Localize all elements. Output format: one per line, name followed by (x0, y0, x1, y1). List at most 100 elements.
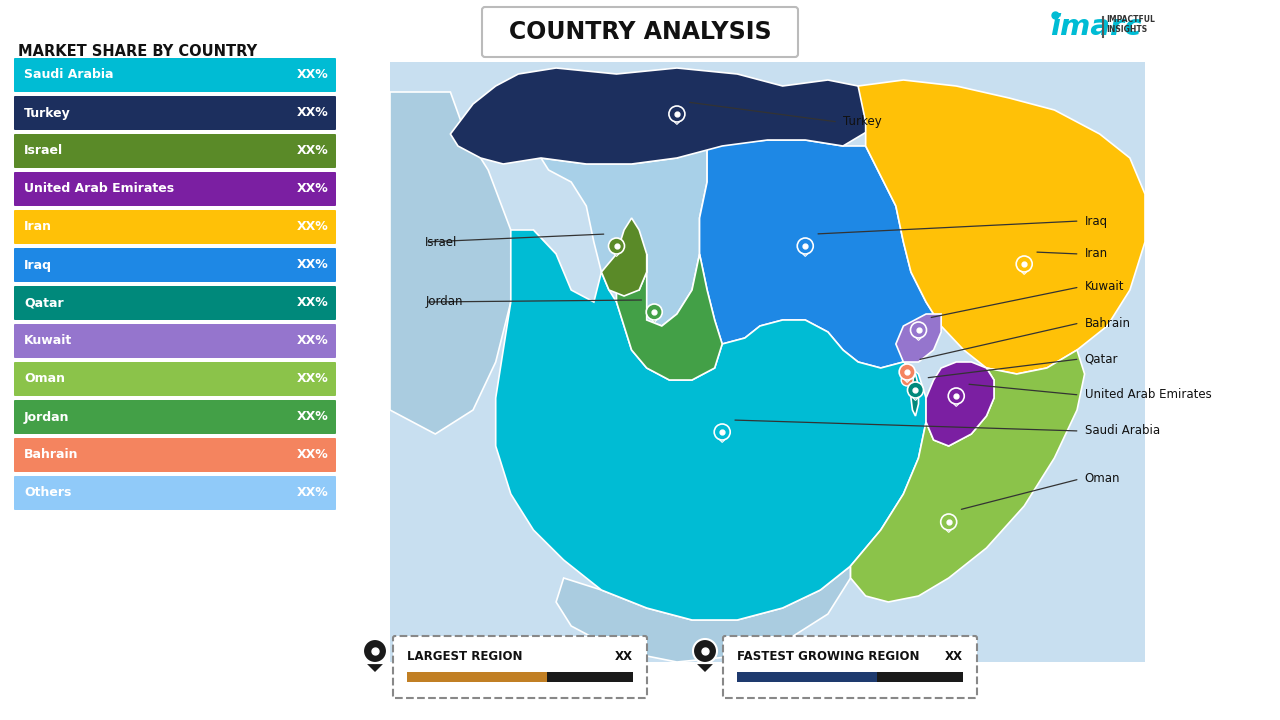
Polygon shape (910, 395, 922, 400)
Polygon shape (925, 362, 995, 446)
Text: XX%: XX% (297, 335, 329, 348)
Text: Turkey: Turkey (844, 115, 882, 128)
Polygon shape (611, 251, 622, 256)
FancyBboxPatch shape (14, 134, 335, 168)
Text: XX%: XX% (297, 182, 329, 196)
Polygon shape (700, 140, 941, 368)
FancyBboxPatch shape (14, 476, 335, 510)
Polygon shape (541, 146, 707, 326)
Text: FASTEST GROWING REGION: FASTEST GROWING REGION (737, 650, 919, 664)
Text: IMPACTFUL: IMPACTFUL (1106, 16, 1155, 24)
Text: Israel: Israel (24, 145, 63, 158)
Text: XX%: XX% (297, 145, 329, 158)
FancyBboxPatch shape (14, 172, 335, 206)
Bar (877, 672, 963, 682)
Text: XX%: XX% (297, 297, 329, 310)
Text: XX: XX (614, 650, 634, 664)
Circle shape (646, 304, 662, 320)
Circle shape (608, 238, 625, 254)
Text: LARGEST REGION: LARGEST REGION (407, 650, 522, 664)
Text: Kuwait: Kuwait (1084, 281, 1124, 294)
FancyBboxPatch shape (14, 438, 335, 472)
Polygon shape (951, 401, 961, 406)
Text: Saudi Arabia: Saudi Arabia (1084, 425, 1160, 438)
Text: Oman: Oman (24, 372, 65, 385)
FancyBboxPatch shape (14, 96, 335, 130)
Text: Bahrain: Bahrain (1084, 317, 1130, 330)
Polygon shape (602, 218, 646, 296)
Text: Iran: Iran (24, 220, 52, 233)
FancyBboxPatch shape (14, 286, 335, 320)
Text: United Arab Emirates: United Arab Emirates (24, 182, 174, 196)
Text: XX%: XX% (297, 68, 329, 81)
FancyBboxPatch shape (14, 248, 335, 282)
Text: XX%: XX% (297, 410, 329, 423)
Polygon shape (556, 566, 850, 662)
FancyBboxPatch shape (393, 636, 646, 698)
Circle shape (910, 322, 927, 338)
Text: Iraq: Iraq (1084, 215, 1107, 228)
Circle shape (941, 514, 956, 530)
Polygon shape (649, 317, 660, 323)
Text: XX%: XX% (297, 258, 329, 271)
Polygon shape (717, 437, 728, 442)
Bar (407, 672, 547, 682)
Circle shape (797, 238, 813, 254)
FancyBboxPatch shape (483, 7, 797, 57)
Circle shape (901, 374, 913, 386)
Text: MARKET SHARE BY COUNTRY: MARKET SHARE BY COUNTRY (18, 45, 257, 60)
Text: XX%: XX% (297, 449, 329, 462)
Text: Iran: Iran (1084, 248, 1107, 261)
Polygon shape (896, 314, 941, 362)
Polygon shape (451, 68, 881, 164)
Text: Jordan: Jordan (24, 410, 69, 423)
Polygon shape (617, 254, 722, 380)
FancyBboxPatch shape (14, 58, 335, 92)
Circle shape (1016, 256, 1032, 272)
Text: XX: XX (945, 650, 963, 664)
Polygon shape (695, 663, 714, 673)
Text: Bahrain: Bahrain (24, 449, 78, 462)
Polygon shape (911, 374, 919, 416)
Text: Turkey: Turkey (24, 107, 70, 120)
Bar (390, 62, 1146, 662)
FancyBboxPatch shape (14, 210, 335, 244)
Text: imarc: imarc (1050, 13, 1142, 41)
Text: XX%: XX% (297, 107, 329, 120)
Polygon shape (495, 230, 925, 620)
Text: Saudi Arabia: Saudi Arabia (24, 68, 114, 81)
Circle shape (364, 639, 387, 663)
Circle shape (714, 424, 730, 440)
Text: Oman: Oman (1084, 472, 1120, 485)
Text: XX%: XX% (297, 487, 329, 500)
Circle shape (948, 388, 964, 404)
Polygon shape (1019, 269, 1030, 274)
Circle shape (692, 639, 717, 663)
Polygon shape (800, 251, 810, 256)
Circle shape (899, 364, 915, 380)
FancyBboxPatch shape (14, 362, 335, 396)
Polygon shape (511, 230, 556, 290)
Polygon shape (913, 335, 924, 341)
Polygon shape (671, 119, 682, 125)
Polygon shape (850, 350, 1084, 602)
Text: Kuwait: Kuwait (24, 335, 72, 348)
Polygon shape (943, 527, 955, 532)
Text: United Arab Emirates: United Arab Emirates (1084, 389, 1211, 402)
Text: XX%: XX% (297, 372, 329, 385)
Circle shape (669, 106, 685, 122)
Bar (547, 672, 634, 682)
Bar (737, 672, 877, 682)
Polygon shape (901, 377, 913, 382)
Text: COUNTRY ANALYSIS: COUNTRY ANALYSIS (508, 20, 772, 44)
Text: Iraq: Iraq (24, 258, 52, 271)
FancyBboxPatch shape (14, 400, 335, 434)
Polygon shape (858, 80, 1146, 374)
Text: Qatar: Qatar (24, 297, 64, 310)
FancyBboxPatch shape (723, 636, 977, 698)
Text: Others: Others (24, 487, 72, 500)
Text: XX%: XX% (297, 220, 329, 233)
Text: Jordan: Jordan (425, 295, 462, 308)
Circle shape (908, 382, 923, 398)
Text: INSIGHTS: INSIGHTS (1106, 25, 1147, 35)
